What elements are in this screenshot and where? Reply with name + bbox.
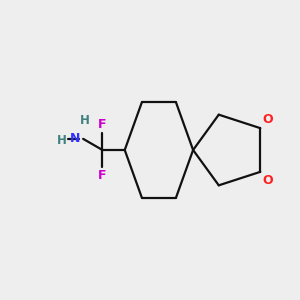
Text: F: F	[98, 169, 107, 182]
Text: N: N	[70, 132, 80, 146]
Text: F: F	[98, 118, 107, 131]
Text: H: H	[80, 114, 90, 127]
Text: H: H	[57, 134, 67, 147]
Text: O: O	[263, 174, 273, 187]
Text: O: O	[263, 113, 273, 126]
